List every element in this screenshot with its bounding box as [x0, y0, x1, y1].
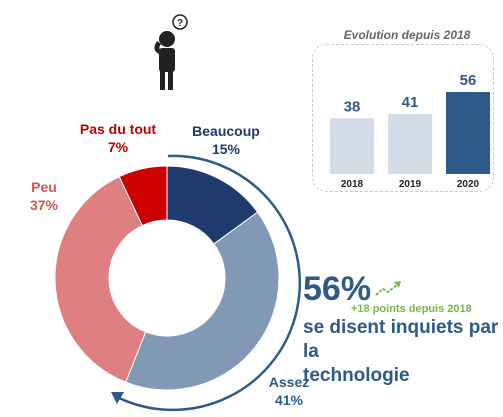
evolution-bar — [388, 113, 432, 174]
svg-text:?: ? — [177, 18, 183, 29]
slice-label-beaucoup: Beaucoup 15% — [186, 122, 266, 158]
arc-arrowhead — [111, 392, 124, 404]
slice-label-text: Pas du tout — [79, 121, 157, 137]
slice-value-text: 37% — [29, 197, 59, 213]
slice-label-peu: Peu 37% — [24, 178, 64, 214]
slice-label-text: Peu — [31, 179, 57, 195]
slice-label-pas-du-tout: Pas du tout 7% — [76, 120, 160, 156]
person-thinking-icon: ? — [154, 14, 188, 90]
progress-arc — [116, 154, 302, 412]
slice-label-text: Assez — [268, 374, 310, 390]
slice-label-assez: Assez 41% — [264, 373, 314, 409]
headline-line-1: se disent inquiets par la — [303, 317, 499, 362]
evolution-bar — [330, 118, 374, 174]
evolution-panel — [312, 44, 494, 192]
evolution-title: Evolution depuis 2018 — [343, 28, 471, 42]
headline-percent: 56% — [303, 270, 372, 308]
evolution-year-label: 2020 — [457, 179, 480, 190]
headline-text: se disent inquiets par la technologie — [303, 316, 503, 388]
trending-up-icon — [375, 281, 401, 296]
slice-label-text: Beaucoup — [192, 123, 260, 139]
slice-value-text: 15% — [211, 141, 241, 157]
evolution-bar — [446, 92, 490, 174]
slice-value-text: 7% — [107, 139, 129, 155]
evolution-value-label: 38 — [344, 98, 361, 115]
evolution-bar-chart: 38 2018 41 2019 56 2020 — [330, 72, 490, 190]
evolution-year-label: 2019 — [399, 179, 422, 190]
headline-delta: +18 points depuis 2018 — [351, 303, 472, 315]
evolution-year-label: 2018 — [341, 179, 364, 190]
headline-line-2: technologie — [303, 365, 410, 386]
slice-value-text: 41% — [274, 392, 304, 408]
evolution-value-label: 56 — [460, 72, 477, 89]
evolution-value-label: 41 — [402, 94, 419, 111]
